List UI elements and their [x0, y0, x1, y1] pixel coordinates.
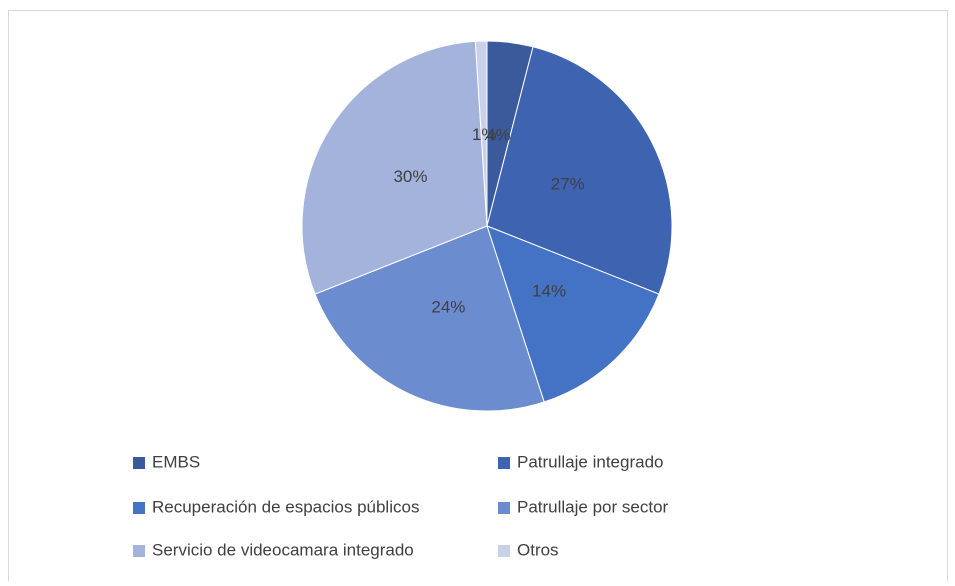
legend-swatch [133, 502, 145, 514]
legend-swatch [498, 457, 510, 469]
pie-slice [314, 225, 545, 412]
data-label: 1% [472, 125, 497, 144]
legend-swatch [498, 545, 510, 557]
legend-swatch [498, 502, 510, 514]
legend-label: Otros [517, 540, 559, 559]
data-label: 14% [532, 282, 566, 301]
legend-label: Servicio de videocamara integrado [152, 540, 414, 559]
legend-label: Patrullaje por sector [517, 497, 669, 516]
legend-label: Patrullaje integrado [517, 452, 663, 471]
data-label: 4% [486, 126, 511, 145]
pie-slice [486, 46, 673, 295]
legend-swatch [133, 457, 145, 469]
data-label: 30% [393, 167, 427, 186]
data-label: 27% [551, 174, 585, 193]
legend-swatch [133, 545, 145, 557]
data-label: 24% [431, 298, 465, 317]
pie-slice [301, 40, 488, 295]
legend-label: Recuperación de espacios públicos [152, 497, 419, 516]
pie-slice [474, 40, 488, 227]
legend-label: EMBS [152, 452, 200, 471]
